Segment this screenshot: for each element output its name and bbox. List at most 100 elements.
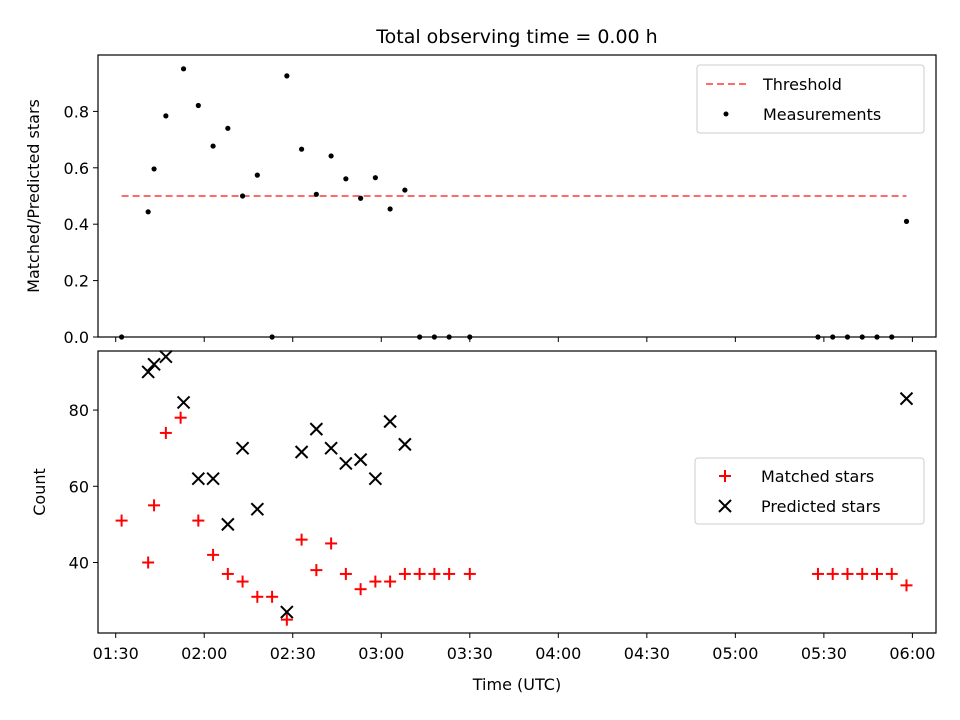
- matched-star-point: [207, 548, 220, 561]
- bottom-x-tick-label: 05:00: [712, 644, 758, 663]
- measurement-point: [145, 209, 151, 215]
- matched-star-point: [148, 499, 161, 512]
- matched-star-point: [369, 575, 382, 588]
- bottom-legend-box: [694, 457, 925, 525]
- measurement-point: [467, 334, 473, 340]
- top-y-tick-label: 0.6: [64, 159, 89, 178]
- bottom-x-axis: 01:30 02:00 02:30 03:00 03:30 04:00 04:30 05:00…: [93, 633, 935, 663]
- matched-star-point: [811, 567, 824, 580]
- measurement-point: [269, 334, 275, 340]
- top-y-tick-label: 0.2: [64, 272, 89, 291]
- top-x-axis: [115, 337, 913, 342]
- top-legend: Threshold Measurements: [696, 64, 925, 134]
- bottom-x-tick-label: 06:00: [889, 644, 935, 663]
- legend-threshold-label: Threshold: [762, 75, 842, 94]
- matched-star-point: [856, 567, 869, 580]
- matched-star-point: [885, 567, 898, 580]
- matched-star-point: [280, 613, 293, 626]
- matched-star-point: [192, 514, 205, 527]
- measurement-point: [284, 73, 290, 79]
- top-y-tick-label: 0.8: [64, 102, 89, 121]
- measurement-point: [417, 334, 423, 340]
- measurement-point: [195, 102, 201, 109]
- legend-predicted-swatch: [718, 499, 732, 513]
- predicted-star-point: [899, 391, 914, 406]
- top-panel: 0.00.20.40.60.8 Matched/Predicted stars …: [24, 54, 937, 347]
- bottom-x-tick-label: 03:00: [358, 644, 404, 663]
- matched-star-point: [384, 575, 397, 588]
- predicted-star-point: [147, 357, 161, 372]
- measurement-point: [254, 172, 260, 178]
- matched-star-point: [354, 583, 367, 596]
- matched-star-point: [310, 564, 323, 577]
- predicted-star-point: [324, 441, 338, 455]
- predicted-star-point: [206, 471, 220, 486]
- measurement-point: [210, 143, 216, 149]
- predicted-star-point: [368, 471, 383, 486]
- predicted-star-point: [280, 605, 294, 619]
- x-axis-label: Time (UTC): [472, 675, 561, 694]
- measurement-point: [844, 334, 851, 340]
- matched-star-point: [325, 537, 338, 550]
- measurement-point: [830, 334, 836, 340]
- top-plot-marks: [119, 66, 910, 340]
- measurement-point: [225, 125, 231, 131]
- matched-star-point: [221, 567, 234, 580]
- top-y-axis-label: Matched/Predicted stars: [24, 99, 43, 293]
- matched-star-point: [339, 567, 352, 580]
- matched-star-point: [841, 567, 854, 580]
- matched-star-point: [174, 411, 187, 424]
- legend-matched-swatch: [719, 470, 731, 482]
- measurement-point: [358, 195, 364, 201]
- bottom-panel: 40 60 80 01:30 02:00 02:30 03:00 03:30 04:00 04:…: [30, 350, 937, 694]
- top-y-axis: 0.0 0.2 0.4 0.6 0.8: [64, 102, 98, 347]
- bottom-legend: Matched stars Predicted stars: [694, 457, 925, 525]
- bottom-x-tick-label: 04:00: [535, 644, 581, 663]
- measurement-point: [313, 191, 319, 197]
- legend-measurements-swatch: [723, 111, 729, 117]
- measurement-point: [874, 334, 880, 340]
- measurement-point: [402, 187, 408, 193]
- chart-title: Total observing time = 0.00 h: [375, 26, 657, 48]
- measurement-point: [239, 193, 246, 199]
- top-y-tick-label: 0.0: [64, 328, 89, 347]
- predicted-star-point: [159, 350, 173, 364]
- matched-star-point: [443, 567, 456, 580]
- bottom-x-tick-label: 03:30: [447, 644, 493, 663]
- matched-star-point: [870, 567, 883, 580]
- matched-star-point: [428, 567, 441, 580]
- measurement-point: [163, 113, 169, 119]
- measurement-point: [372, 175, 378, 181]
- top-plot-frame: [97, 54, 937, 338]
- top-legend-box: [696, 64, 925, 134]
- bottom-x-tick-label: 05:30: [801, 644, 847, 663]
- matched-star-point: [142, 556, 155, 569]
- measurement-point: [343, 176, 349, 182]
- bottom-x-tick-label: 02:30: [270, 644, 316, 663]
- bottom-y-axis: 40 60 80: [69, 401, 98, 573]
- matched-star-point: [159, 426, 172, 439]
- predicted-star-point: [176, 395, 191, 410]
- bottom-plot-marks: [115, 350, 914, 626]
- measurement-point: [859, 334, 865, 340]
- matched-star-point: [115, 514, 128, 527]
- matched-star-point: [251, 590, 264, 603]
- bottom-x-tick-label: 04:30: [624, 644, 670, 663]
- measurement-point: [889, 334, 895, 340]
- measurement-point: [387, 206, 393, 212]
- measurement-point: [180, 66, 187, 72]
- predicted-star-point: [250, 502, 265, 516]
- bottom-y-axis-label: Count: [30, 468, 49, 516]
- matched-star-point: [236, 575, 249, 588]
- predicted-star-point: [339, 456, 353, 471]
- measurement-point: [119, 334, 125, 340]
- legend-matched-label: Matched stars: [761, 467, 874, 486]
- measurement-point: [815, 334, 821, 340]
- top-y-tick-label: 0.4: [64, 215, 89, 234]
- bottom-x-tick-label: 02:00: [181, 644, 227, 663]
- bottom-y-tick-label: 40: [69, 554, 89, 573]
- predicted-star-point: [353, 452, 368, 467]
- measurement-point: [328, 153, 334, 159]
- predicted-star-point: [221, 517, 235, 532]
